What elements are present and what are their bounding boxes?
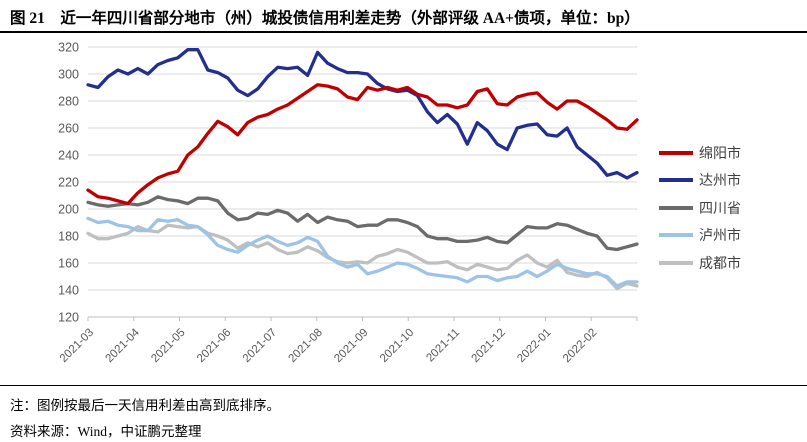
legend-label-sichuan: 四川省 bbox=[699, 199, 741, 216]
series-line-dazhou bbox=[86, 48, 639, 180]
legend-item-sichuan: 四川省 bbox=[659, 194, 741, 222]
title-divider bbox=[0, 31, 807, 33]
legend-item-luzhou: 泸州市 bbox=[659, 222, 741, 250]
y-tick-label: 160 bbox=[58, 257, 79, 271]
y-tick-label: 280 bbox=[58, 95, 79, 109]
notes-divider bbox=[0, 385, 807, 386]
legend-label-mianyang: 绵阳市 bbox=[699, 144, 741, 161]
y-tick-label: 320 bbox=[58, 41, 79, 55]
x-axis-ticks bbox=[87, 317, 638, 321]
x-tick-label: 2021-10 bbox=[378, 327, 416, 365]
series-line-sichuan bbox=[86, 195, 639, 252]
x-tick-label: 2021-07 bbox=[241, 327, 279, 365]
gridlines bbox=[88, 46, 637, 318]
y-tick-label: 220 bbox=[58, 176, 79, 190]
figure-source: 资料来源：Wind，中证鹏元整理 bbox=[10, 424, 202, 439]
legend-label-chengdu: 成都市 bbox=[699, 254, 741, 271]
legend-item-chengdu: 成都市 bbox=[659, 249, 741, 277]
x-tick-label: 2021-06 bbox=[195, 327, 233, 365]
legend-swatch-sichuan bbox=[659, 205, 693, 210]
x-tick-label: 2021-11 bbox=[424, 327, 462, 365]
legend-swatch-luzhou bbox=[659, 233, 693, 238]
legend-swatch-mianyang bbox=[659, 150, 693, 155]
y-tick-label: 140 bbox=[58, 284, 79, 298]
y-tick-label: 300 bbox=[58, 68, 79, 82]
legend-item-dazhou: 达州市 bbox=[659, 167, 741, 195]
figure-note: 注：图例按最后一天信用利差由高到底排序。 bbox=[10, 398, 280, 413]
series-lines bbox=[86, 48, 639, 291]
y-tick-label: 240 bbox=[58, 149, 79, 163]
legend-label-luzhou: 泸州市 bbox=[699, 227, 741, 244]
x-tick-label: 2021-03 bbox=[58, 327, 96, 365]
legend-swatch-dazhou bbox=[659, 178, 693, 183]
x-tick-label: 2021-12 bbox=[470, 327, 508, 365]
y-tick-label: 200 bbox=[58, 203, 79, 217]
legend-label-dazhou: 达州市 bbox=[699, 172, 741, 189]
series-line-luzhou bbox=[86, 216, 639, 288]
series-line-mianyang bbox=[86, 83, 639, 206]
series-line-chengdu bbox=[86, 223, 639, 291]
y-tick-label: 180 bbox=[58, 230, 79, 244]
x-tick-label: 2021-05 bbox=[149, 327, 187, 365]
y-axis-labels: 120 140 160 180 200 220 240 260 280 300 320 bbox=[58, 41, 79, 325]
x-tick-label: 2022-01 bbox=[515, 327, 553, 365]
y-tick-label: 120 bbox=[58, 311, 79, 325]
chart-legend: 绵阳市达州市四川省泸州市成都市 bbox=[659, 139, 741, 277]
x-tick-label: 2022-02 bbox=[561, 327, 599, 365]
figure-title: 图 21 近一年四川省部分地市（州）城投债信用利差走势（外部评级 AA+债项，单… bbox=[10, 10, 640, 27]
legend-swatch-chengdu bbox=[659, 260, 693, 265]
x-tick-label: 2021-08 bbox=[287, 327, 325, 365]
x-tick-label: 2021-04 bbox=[104, 326, 143, 365]
y-tick-label: 260 bbox=[58, 122, 79, 136]
x-tick-label: 2021-09 bbox=[332, 327, 370, 365]
line-chart: 120 140 160 180 200 220 240 260 280 300 320 2021-03… bbox=[58, 41, 639, 365]
x-axis-labels: 2021-03 2021-04 2021-05 2021-06 2021-07 2021-… bbox=[58, 326, 600, 365]
legend-item-mianyang: 绵阳市 bbox=[659, 139, 741, 167]
